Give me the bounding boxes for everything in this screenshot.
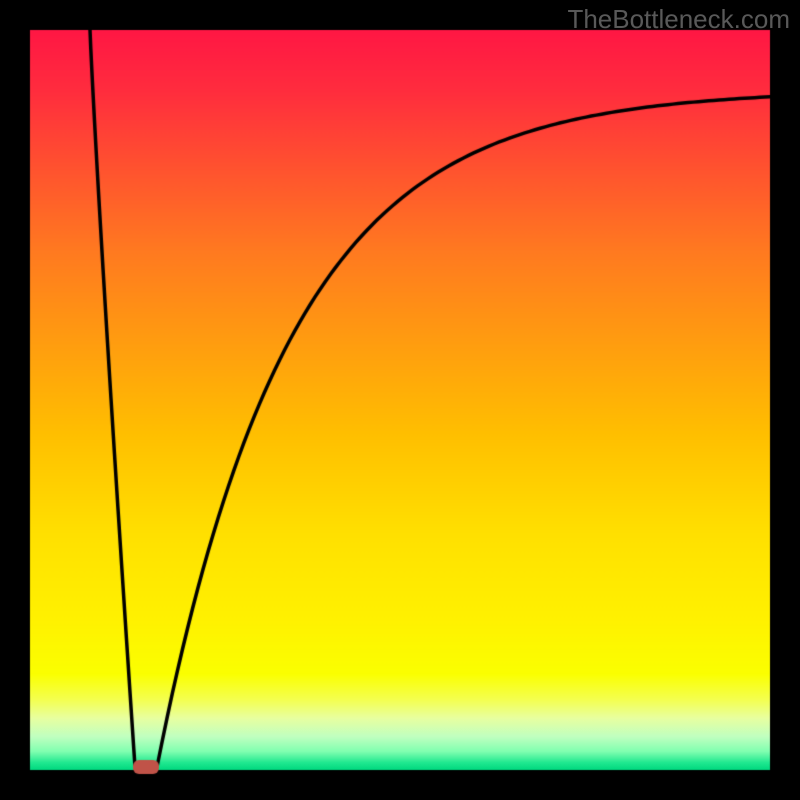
watermark-label: TheBottleneck.com — [567, 4, 790, 35]
chart-container: TheBottleneck.com — [0, 0, 800, 800]
bottleneck-gradient-chart — [0, 0, 800, 800]
